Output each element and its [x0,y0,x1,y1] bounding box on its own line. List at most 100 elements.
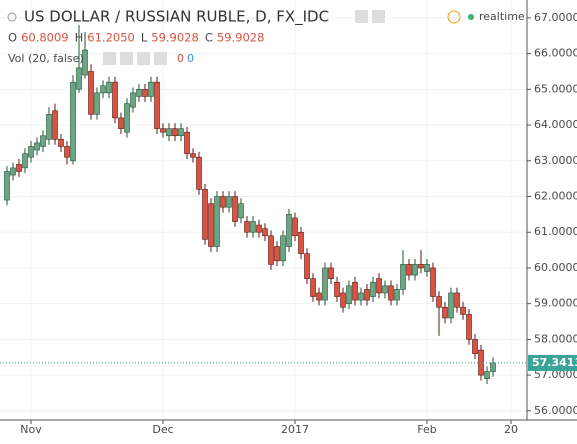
close-icon[interactable] [372,10,385,23]
candle-body [280,235,286,262]
legend-key: C [205,31,213,45]
candle-body [94,92,100,115]
candle-body [88,71,94,115]
legend-value: 61.2050 [87,31,135,45]
y-tick-label: 62.0000 [534,189,577,202]
candle-body [322,267,328,301]
candle-body [460,306,466,315]
candle-body [148,81,154,97]
x-tick-label: 2017 [281,423,309,436]
x-tick-label: Nov [20,423,42,436]
candle-body [256,224,262,233]
candle-body [124,103,130,133]
candle-body [292,217,298,237]
candle-body [28,146,34,158]
candle-body [454,292,460,308]
candle-body [136,89,142,97]
candle-body [10,167,16,176]
candle-body [334,281,340,297]
candle-body [154,81,160,129]
collapse-icon[interactable] [7,12,17,22]
candle-body [346,285,352,304]
legend-value: 59.9028 [151,31,199,45]
candle-body [448,292,454,319]
y-tick-label: 63.0000 [534,154,577,167]
y-tick-label: 59.0000 [534,297,577,310]
candle-body [22,153,28,169]
candle-body [112,81,118,119]
candle-body [40,135,46,147]
candle-body [298,231,304,254]
settings-icon[interactable] [355,10,368,23]
candle-body [4,171,10,201]
candle-body [376,278,382,294]
candle-body [304,253,310,279]
candle-body [214,196,220,247]
last-price-label: 57.3413 [532,356,577,369]
candle-body [370,281,376,297]
legend-key: O [8,31,17,45]
candle-body [82,49,88,76]
candle-body [118,117,124,129]
candle-body [106,81,112,94]
candle-body [130,92,136,108]
y-tick-label: 67.0000 [534,11,577,24]
candle-body [208,203,214,247]
y-tick-label: 61.0000 [534,225,577,238]
legend-key: L [141,31,148,45]
candle-body [160,128,166,133]
candle-body [268,235,274,265]
candle-body [46,114,52,140]
candle-body [202,189,208,240]
candle-body [340,292,346,308]
candle-body [424,264,430,272]
vol-icon[interactable] [103,52,116,65]
candle-body [52,110,58,140]
candle-body [196,156,202,190]
y-tick-label: 58.0000 [534,332,577,345]
candle-body [34,142,40,151]
vol-icon[interactable] [137,52,150,65]
candle-body [436,296,442,308]
y-tick-label: 56.0000 [534,404,577,417]
candle-body [484,371,490,380]
candle-body [352,281,358,301]
volume-value: 0 [187,52,194,65]
vol-icon[interactable] [154,52,167,65]
candle-body [358,292,364,301]
vol-icon[interactable] [120,52,133,65]
candle-body [430,267,436,297]
candle-body [250,221,256,233]
x-tick-label: Dec [152,423,173,436]
candle-body [166,128,172,137]
candle-body [388,285,394,301]
candle-body [286,214,292,247]
y-tick-label: 57.0000 [534,368,577,381]
status-dot [468,14,474,20]
candle-body [172,128,178,137]
candle-body [16,164,22,172]
warning-icon [447,10,461,24]
legend-value: 60.8009 [21,31,69,45]
candle-body [400,264,406,290]
candle-body [328,267,334,279]
candle-body [382,285,388,294]
candle-body [490,362,496,372]
candle-body [418,264,424,269]
candle-body [394,289,400,301]
candle-body [64,146,70,158]
candles [0,25,527,385]
candle-body [232,196,238,222]
candle-body [100,85,106,94]
grid [0,0,527,420]
chart-title: US DOLLAR / RUSSIAN RUBLE, D, FX_IDC [24,8,329,27]
candle-body [70,81,76,162]
candle-body [226,196,232,208]
candle-body [238,203,244,219]
volume-label: Vol (20, false) [8,52,84,65]
y-tick-label: 64.0000 [534,118,577,131]
legend-value: 59.9028 [217,31,265,45]
ohlc-legend: O 60.8009 H 61.2050 L 59.9028 C 59.9028 [8,31,264,45]
candle-body [244,221,250,233]
